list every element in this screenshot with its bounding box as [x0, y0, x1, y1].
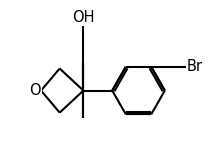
- Text: OH: OH: [72, 10, 95, 25]
- Text: Br: Br: [187, 59, 203, 74]
- Text: O: O: [29, 83, 41, 98]
